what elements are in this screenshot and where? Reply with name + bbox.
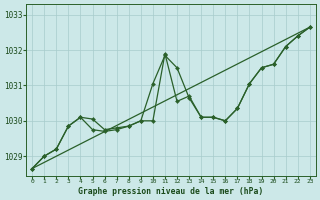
X-axis label: Graphe pression niveau de la mer (hPa): Graphe pression niveau de la mer (hPa) — [78, 187, 264, 196]
